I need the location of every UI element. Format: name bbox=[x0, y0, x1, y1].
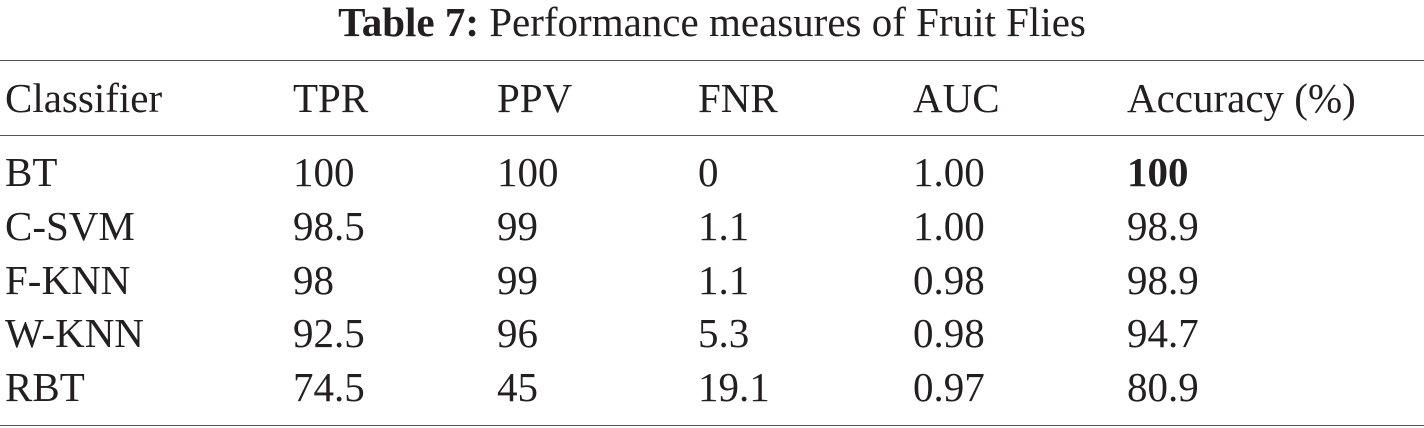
caption-text: Performance measures of Fruit Flies bbox=[489, 0, 1086, 45]
header-cell: Accuracy (%) bbox=[1127, 75, 1356, 121]
table-cell: 74.5 bbox=[293, 364, 365, 410]
table-cell: 1.00 bbox=[913, 203, 985, 249]
header-cell: TPR bbox=[293, 75, 369, 121]
table-cell: 98.9 bbox=[1127, 203, 1199, 249]
table-cell: 0 bbox=[698, 149, 719, 195]
table-caption: Table 7: Performance measures of Fruit F… bbox=[0, 0, 1424, 44]
table-cell: C-SVM bbox=[5, 203, 135, 249]
table-cell: 19.1 bbox=[698, 364, 770, 410]
header-cell: Classifier bbox=[5, 75, 163, 121]
table-cell: 1.00 bbox=[913, 149, 985, 195]
table-cell: RBT bbox=[5, 364, 85, 410]
table-cell: W-KNN bbox=[5, 310, 144, 356]
table-cell: 80.9 bbox=[1127, 364, 1199, 410]
table-cell: 0.98 bbox=[913, 310, 985, 356]
header-cell: AUC bbox=[913, 75, 1000, 121]
table-cell: 98 bbox=[293, 257, 334, 303]
header-rule bbox=[0, 135, 1424, 136]
table-cell: 98.9 bbox=[1127, 257, 1199, 303]
table-cell: 0.98 bbox=[913, 257, 985, 303]
table-cell: 98.5 bbox=[293, 203, 365, 249]
table-cell: 5.3 bbox=[698, 310, 750, 356]
table-cell: 1.1 bbox=[698, 257, 750, 303]
bottom-rule bbox=[0, 425, 1424, 426]
table-cell: 92.5 bbox=[293, 310, 365, 356]
table-cell: F-KNN bbox=[5, 257, 131, 303]
table-cell: 100 bbox=[293, 149, 355, 195]
table-cell: BT bbox=[5, 149, 58, 195]
top-rule bbox=[0, 60, 1424, 61]
caption-label: Table 7: bbox=[338, 0, 479, 45]
table-cell: 45 bbox=[497, 364, 538, 410]
table-cell: 99 bbox=[497, 257, 538, 303]
table-cell: 0.97 bbox=[913, 364, 985, 410]
table-cell: 99 bbox=[497, 203, 538, 249]
header-cell: FNR bbox=[698, 75, 778, 121]
table-cell: 100 bbox=[497, 149, 559, 195]
header-cell: PPV bbox=[497, 75, 573, 121]
table-cell: 100 bbox=[1127, 149, 1189, 195]
table-cell: 1.1 bbox=[698, 203, 750, 249]
table-cell: 96 bbox=[497, 310, 538, 356]
table-cell: 94.7 bbox=[1127, 310, 1199, 356]
